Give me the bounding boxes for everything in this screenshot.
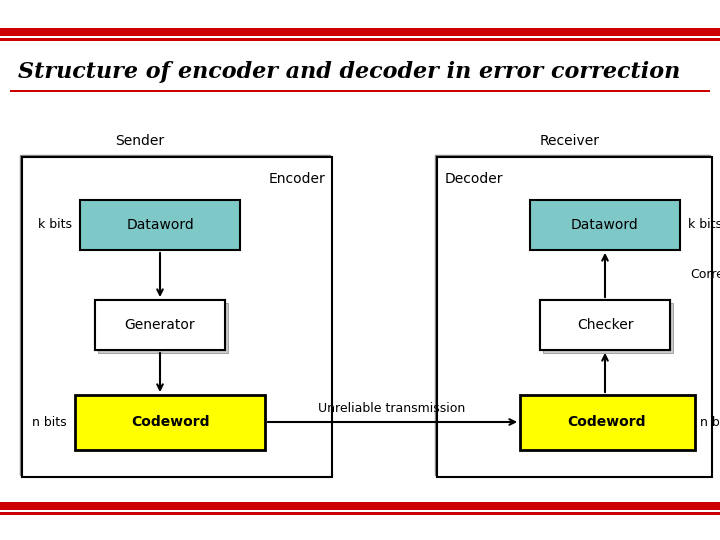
Text: Decoder: Decoder <box>445 172 503 186</box>
Text: Checker: Checker <box>577 318 634 332</box>
Bar <box>530 200 680 250</box>
Bar <box>95 300 225 350</box>
Text: Unreliable transmission: Unreliable transmission <box>318 402 466 415</box>
Bar <box>0 38 720 41</box>
Bar <box>20 155 330 475</box>
Text: Sender: Sender <box>115 134 165 148</box>
Bar <box>98 303 228 353</box>
Text: Encoder: Encoder <box>269 172 325 186</box>
Bar <box>520 395 695 450</box>
Text: Structure of encoder and decoder in error correction: Structure of encoder and decoder in erro… <box>18 61 680 83</box>
Bar <box>22 157 332 477</box>
Text: Dataword: Dataword <box>126 218 194 232</box>
Bar <box>435 155 710 475</box>
Bar <box>0 502 720 510</box>
Bar <box>0 512 720 515</box>
Text: n bits: n bits <box>700 415 720 429</box>
Bar <box>75 395 265 450</box>
Text: Codeword: Codeword <box>131 415 210 429</box>
Bar <box>10 90 710 92</box>
Text: k bits: k bits <box>38 219 72 232</box>
Text: n bits: n bits <box>32 415 67 429</box>
Bar <box>80 200 240 250</box>
Bar <box>543 303 673 353</box>
Bar <box>540 300 670 350</box>
Bar <box>540 300 670 350</box>
Text: k bits: k bits <box>688 219 720 232</box>
Text: Dataword: Dataword <box>571 218 639 232</box>
Text: Codeword: Codeword <box>568 415 647 429</box>
Text: Receiver: Receiver <box>540 134 600 148</box>
Bar <box>0 28 720 36</box>
Text: Correct: Correct <box>690 268 720 281</box>
Bar <box>95 300 225 350</box>
Bar <box>437 157 712 477</box>
Text: Generator: Generator <box>125 318 195 332</box>
